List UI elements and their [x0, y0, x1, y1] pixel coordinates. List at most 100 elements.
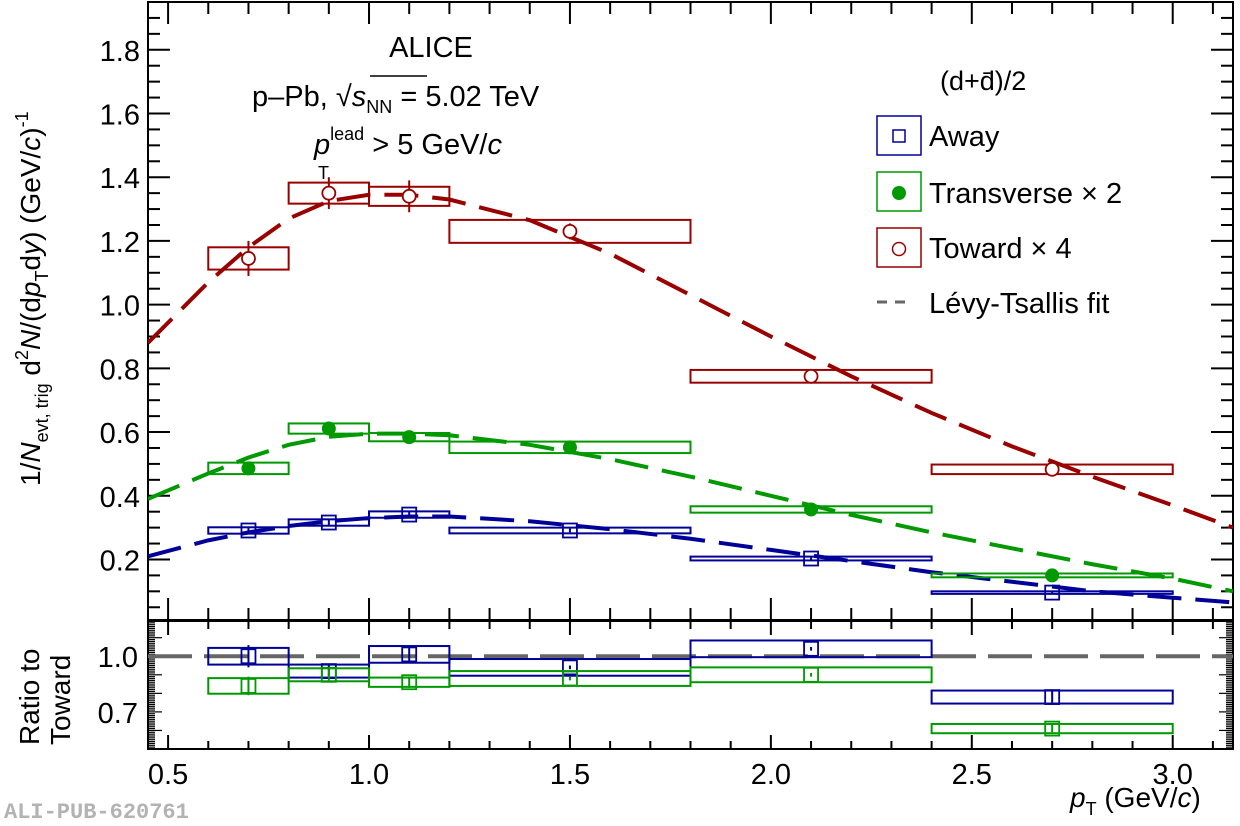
legend-toward-marker: [891, 241, 907, 257]
data-point-away: [240, 522, 257, 539]
data-point-toward: [803, 368, 819, 384]
y-tick-label: 1.0: [100, 291, 140, 323]
data-point-away: [320, 514, 337, 531]
legend-away-marker: [892, 129, 906, 143]
y-tick-label: 1.4: [100, 163, 140, 195]
data-point-transverse: [321, 421, 336, 436]
ratio-point-transverse: [320, 666, 337, 683]
ratio-sys-box-transverse: [930, 722, 1174, 735]
legend-toward-label: Toward × 4: [929, 233, 1072, 265]
ratio-y-axis-label-line1: Ratio to: [14, 649, 45, 746]
trigger-value: > 5 GeV/: [364, 129, 488, 161]
ylabel-N-sub: evt, trig: [32, 383, 52, 442]
ratio-sys-box-away: [368, 645, 451, 664]
data-point-away: [401, 506, 418, 523]
sys-box-away: [689, 555, 933, 562]
ylabel-y: y: [15, 239, 46, 257]
legend: (d+d̄)/2 Away Transverse × 2 Toward × 4 …: [876, 66, 1122, 320]
energy-value: = 5.02 TeV: [392, 81, 540, 113]
data-point-toward: [562, 223, 578, 239]
xlabel-c: c: [1178, 782, 1192, 813]
legend-away-label: Away: [929, 121, 1000, 153]
y-tick-label: 1.2: [100, 227, 140, 259]
trigger-label: plead > 5 GeV/c: [313, 124, 503, 161]
fit-curve-away: [148, 514, 1233, 605]
trigger-sub: T: [318, 163, 329, 183]
legend-header: (d+d̄)/2: [940, 66, 1026, 96]
x-tick-label: 0.5: [148, 759, 188, 791]
data-point-away: [1044, 584, 1061, 601]
ratio-point-away: [1044, 689, 1061, 705]
x-tick-label: 2.0: [751, 759, 791, 791]
y-tick-label: 1.8: [100, 36, 140, 68]
system-prefix: p–Pb,: [252, 81, 336, 113]
legend-transverse-label: Transverse × 2: [929, 178, 1122, 210]
trigger-unit-c: c: [488, 129, 503, 161]
data-point-transverse: [562, 440, 577, 455]
data-point-away: [803, 550, 819, 567]
sqrt-s-sub: NN: [366, 97, 392, 117]
data-point-transverse: [241, 461, 256, 476]
ylabel-sup2: 2: [12, 350, 32, 360]
data-point-transverse: [804, 502, 819, 517]
y-tick-label: 0.2: [100, 545, 140, 577]
y-axis-label: 1/Nevt, trig d2N/(dpTdy) (GeV/c)-1: [12, 111, 52, 486]
data-point-toward: [1044, 461, 1060, 477]
fit-curve-toward: [148, 192, 1233, 530]
trigger-p: p: [313, 129, 330, 161]
upper-panel: 0.2 0.4 0.6 0.8 1.0 1.2 1.4 1.6 1.8: [100, 1, 1234, 621]
ratio-point-transverse: [803, 666, 819, 683]
ratio-panel: 0.5 1.0 1.5 2.0 2.5 3.0 1.0 0.7: [98, 620, 1234, 791]
ratio-point-away: [803, 640, 819, 657]
data-point-toward: [401, 188, 417, 204]
ratio-point-transverse: [240, 678, 257, 694]
ratio-point-transverse: [1044, 720, 1061, 737]
sys-box-away: [448, 526, 692, 535]
x-tick-label: 3.0: [1153, 759, 1193, 791]
ratio-point-away: [562, 659, 578, 676]
ratio-sys-box-away: [689, 639, 933, 659]
y-tick-label: 1.6: [100, 99, 140, 131]
y-tick-label: 0.6: [100, 418, 140, 450]
ylabel-N2: N: [15, 329, 46, 350]
ratio-y-axis-label-line2: Toward: [45, 655, 76, 745]
data-point-away: [562, 522, 578, 539]
ylabel-part6: ): [15, 127, 46, 136]
ylabel-p: p: [15, 282, 46, 299]
ylabel-part4: d: [15, 255, 46, 271]
y-tick-label: 0.4: [100, 482, 140, 514]
ylabel-part3: /(d: [15, 297, 46, 330]
x-tick-label: 1.5: [550, 759, 590, 791]
ratio-y-tick-label: 0.7: [98, 698, 138, 730]
legend-transverse-box: [876, 171, 922, 212]
ylabel-p-sub: T: [32, 271, 52, 282]
ylabel-exp: -1: [12, 111, 32, 127]
trigger-sup: lead: [330, 124, 364, 144]
y-tick-label: 0.8: [100, 354, 140, 386]
experiment-label: ALICE: [389, 32, 473, 64]
data-point-toward: [241, 251, 256, 266]
x-axis-label: pT (GeV/c): [1069, 782, 1201, 819]
watermark: ALI-PUB-620761: [4, 800, 189, 825]
ratio-point-away: [240, 648, 257, 665]
xlabel-sub: T: [1086, 799, 1097, 819]
data-point-transverse: [402, 430, 417, 445]
xlabel-unit: (GeV/: [1097, 782, 1178, 813]
sqrt-symbol: √: [336, 81, 352, 113]
xlabel-close: ): [1192, 782, 1201, 813]
ylabel-N: N: [15, 442, 46, 463]
x-tick-label: 2.5: [952, 759, 992, 791]
ylabel-part5: ) (GeV/: [15, 150, 46, 240]
sys-box-toward: [448, 218, 692, 244]
sqrt-s: s: [352, 81, 367, 113]
legend-away-box: [876, 115, 922, 156]
xlabel-p: p: [1069, 782, 1086, 813]
ratio-point-away: [401, 646, 418, 663]
ylabel-part1: 1/: [15, 462, 46, 486]
ratio-point-transverse: [401, 674, 418, 691]
ylabel-c: c: [15, 137, 46, 151]
ylabel-part2: d: [15, 360, 46, 383]
legend-fit-label: Lévy-Tsallis fit: [929, 288, 1110, 320]
legend-toward-box: [876, 227, 922, 268]
